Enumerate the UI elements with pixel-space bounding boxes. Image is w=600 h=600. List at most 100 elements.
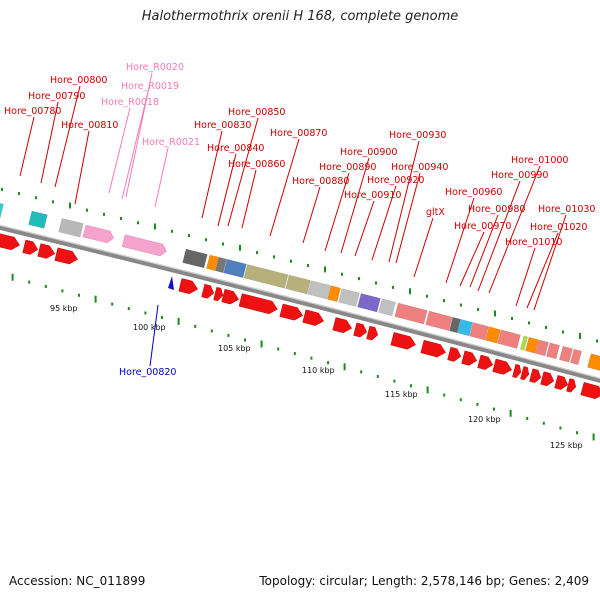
- gene-label[interactable]: Hore_00850: [228, 107, 285, 118]
- gene-feature[interactable]: [215, 256, 227, 274]
- gene-arrow-shape[interactable]: [390, 332, 417, 351]
- gene-arrow-shape[interactable]: [529, 368, 543, 384]
- gene-feature[interactable]: [58, 218, 84, 238]
- gene-arrow-shape[interactable]: [520, 366, 530, 381]
- gene-arrow[interactable]: [492, 358, 514, 376]
- gene-arrow-shape[interactable]: [54, 247, 79, 266]
- gene-arrow[interactable]: [461, 350, 479, 367]
- gene-arrow[interactable]: [390, 332, 417, 351]
- gene-feature[interactable]: [519, 335, 529, 351]
- gene-block[interactable]: [223, 258, 247, 279]
- gene-arrow[interactable]: [566, 378, 577, 394]
- gene-block[interactable]: [546, 342, 560, 360]
- gene-arrow-shape[interactable]: [566, 378, 577, 394]
- gene-arrow-shape[interactable]: [353, 322, 369, 339]
- gene-feature[interactable]: [121, 234, 168, 257]
- gene-arrow-shape[interactable]: [420, 339, 448, 359]
- gene-block[interactable]: [469, 322, 489, 341]
- gene-block[interactable]: [206, 254, 219, 272]
- gene-feature[interactable]: [485, 326, 501, 344]
- gene-feature[interactable]: [378, 298, 396, 317]
- gene-label[interactable]: Hore_00930: [389, 130, 446, 141]
- gene-block[interactable]: [285, 274, 311, 295]
- gene-label[interactable]: Hore_00970: [454, 221, 511, 232]
- gene-arrows[interactable]: [0, 232, 600, 400]
- gene-arrow-shape[interactable]: [512, 363, 522, 379]
- gene-block[interactable]: [485, 326, 501, 344]
- gene-arrow[interactable]: [302, 309, 326, 328]
- gene-arrow[interactable]: [178, 278, 200, 295]
- gene-block[interactable]: [182, 248, 208, 269]
- gene-block[interactable]: [449, 316, 461, 334]
- gene-arrow-shape[interactable]: [178, 278, 200, 295]
- gene-block[interactable]: [243, 264, 289, 289]
- gene-arrow[interactable]: [221, 289, 241, 306]
- gene-arrow[interactable]: [353, 322, 369, 339]
- gene-block[interactable]: [535, 339, 549, 357]
- gene-block[interactable]: [357, 293, 381, 313]
- gene-block[interactable]: [0, 201, 4, 218]
- gene-feature[interactable]: [182, 248, 208, 269]
- gene-arrow-shape[interactable]: [477, 354, 495, 371]
- gene-label[interactable]: Hore_00820: [119, 367, 176, 378]
- gene-arrow[interactable]: [580, 382, 600, 400]
- rna-label[interactable]: Hore_R0018: [101, 97, 159, 108]
- gene-label[interactable]: Hore_00960: [445, 187, 502, 198]
- gene-feature[interactable]: [82, 224, 115, 244]
- gene-feature[interactable]: [394, 302, 428, 325]
- gene-block[interactable]: [497, 329, 521, 349]
- gene-arrow[interactable]: [279, 303, 305, 322]
- gene-arrow-shape[interactable]: [213, 286, 225, 302]
- gene-label[interactable]: Hore_00910: [344, 190, 401, 201]
- gene-block[interactable]: [457, 319, 473, 337]
- gene-arrow-shape[interactable]: [0, 232, 21, 251]
- gene-block[interactable]: [525, 336, 539, 354]
- gene-arrow[interactable]: [540, 371, 556, 388]
- gene-feature[interactable]: [587, 353, 600, 372]
- rna-label[interactable]: Hore_R0020: [126, 62, 184, 73]
- gene-arrow[interactable]: [22, 239, 40, 256]
- gene-feature[interactable]: [206, 254, 219, 272]
- gene-arrow[interactable]: [238, 293, 279, 316]
- gene-block[interactable]: [519, 335, 529, 351]
- gene-label[interactable]: Hore_00800: [50, 75, 107, 86]
- gene-feature[interactable]: [307, 280, 331, 300]
- gene-feature[interactable]: [285, 274, 311, 295]
- gene-feature[interactable]: [223, 258, 247, 279]
- gene-arrow-shape[interactable]: [366, 325, 380, 341]
- gene-arrow-shape[interactable]: [492, 358, 514, 376]
- gene-arrow-shape[interactable]: [302, 309, 326, 328]
- gene-label[interactable]: Hore_00840: [207, 143, 264, 154]
- gene-label[interactable]: Hore_00810: [61, 120, 118, 131]
- gene-block[interactable]: [587, 353, 600, 372]
- gene-label[interactable]: Hore_00920: [367, 175, 424, 186]
- gene-block[interactable]: [307, 280, 331, 300]
- gene-arrow-shape[interactable]: [279, 303, 305, 322]
- gene-feature[interactable]: [457, 319, 473, 337]
- gene-feature[interactable]: [497, 329, 521, 349]
- gene-block[interactable]: [338, 288, 360, 307]
- gene-feature[interactable]: [338, 288, 360, 307]
- gene-label[interactable]: Hore_00890: [319, 162, 376, 173]
- gene-arrow[interactable]: [366, 325, 380, 341]
- gene-feature[interactable]: [535, 339, 549, 357]
- gene-label[interactable]: Hore_00790: [28, 91, 85, 102]
- gene-arrow[interactable]: [332, 317, 354, 334]
- gene-block[interactable]: [28, 210, 48, 229]
- gene-feature[interactable]: [570, 348, 582, 366]
- gene-label[interactable]: Hore_01000: [511, 155, 568, 166]
- gene-feature[interactable]: [327, 285, 341, 303]
- gene-feature[interactable]: [28, 210, 48, 229]
- gene-feature[interactable]: [559, 345, 573, 363]
- gene-label[interactable]: Hore_01020: [530, 222, 587, 233]
- rna-feature[interactable]: [121, 234, 168, 257]
- gene-arrow-shape[interactable]: [447, 346, 463, 363]
- gene-feature[interactable]: [449, 316, 461, 334]
- gene-feature[interactable]: [546, 342, 560, 360]
- gene-feature[interactable]: [425, 310, 453, 331]
- gene-block[interactable]: [215, 256, 227, 274]
- gene-arrow-shape[interactable]: [221, 289, 241, 306]
- gene-labels[interactable]: Hore_00780 Hore_00790 Hore_00800 Hore_00810…: [4, 62, 595, 378]
- gene-arrow-shape[interactable]: [22, 239, 40, 256]
- rna-label[interactable]: Hore_R0021: [142, 137, 200, 148]
